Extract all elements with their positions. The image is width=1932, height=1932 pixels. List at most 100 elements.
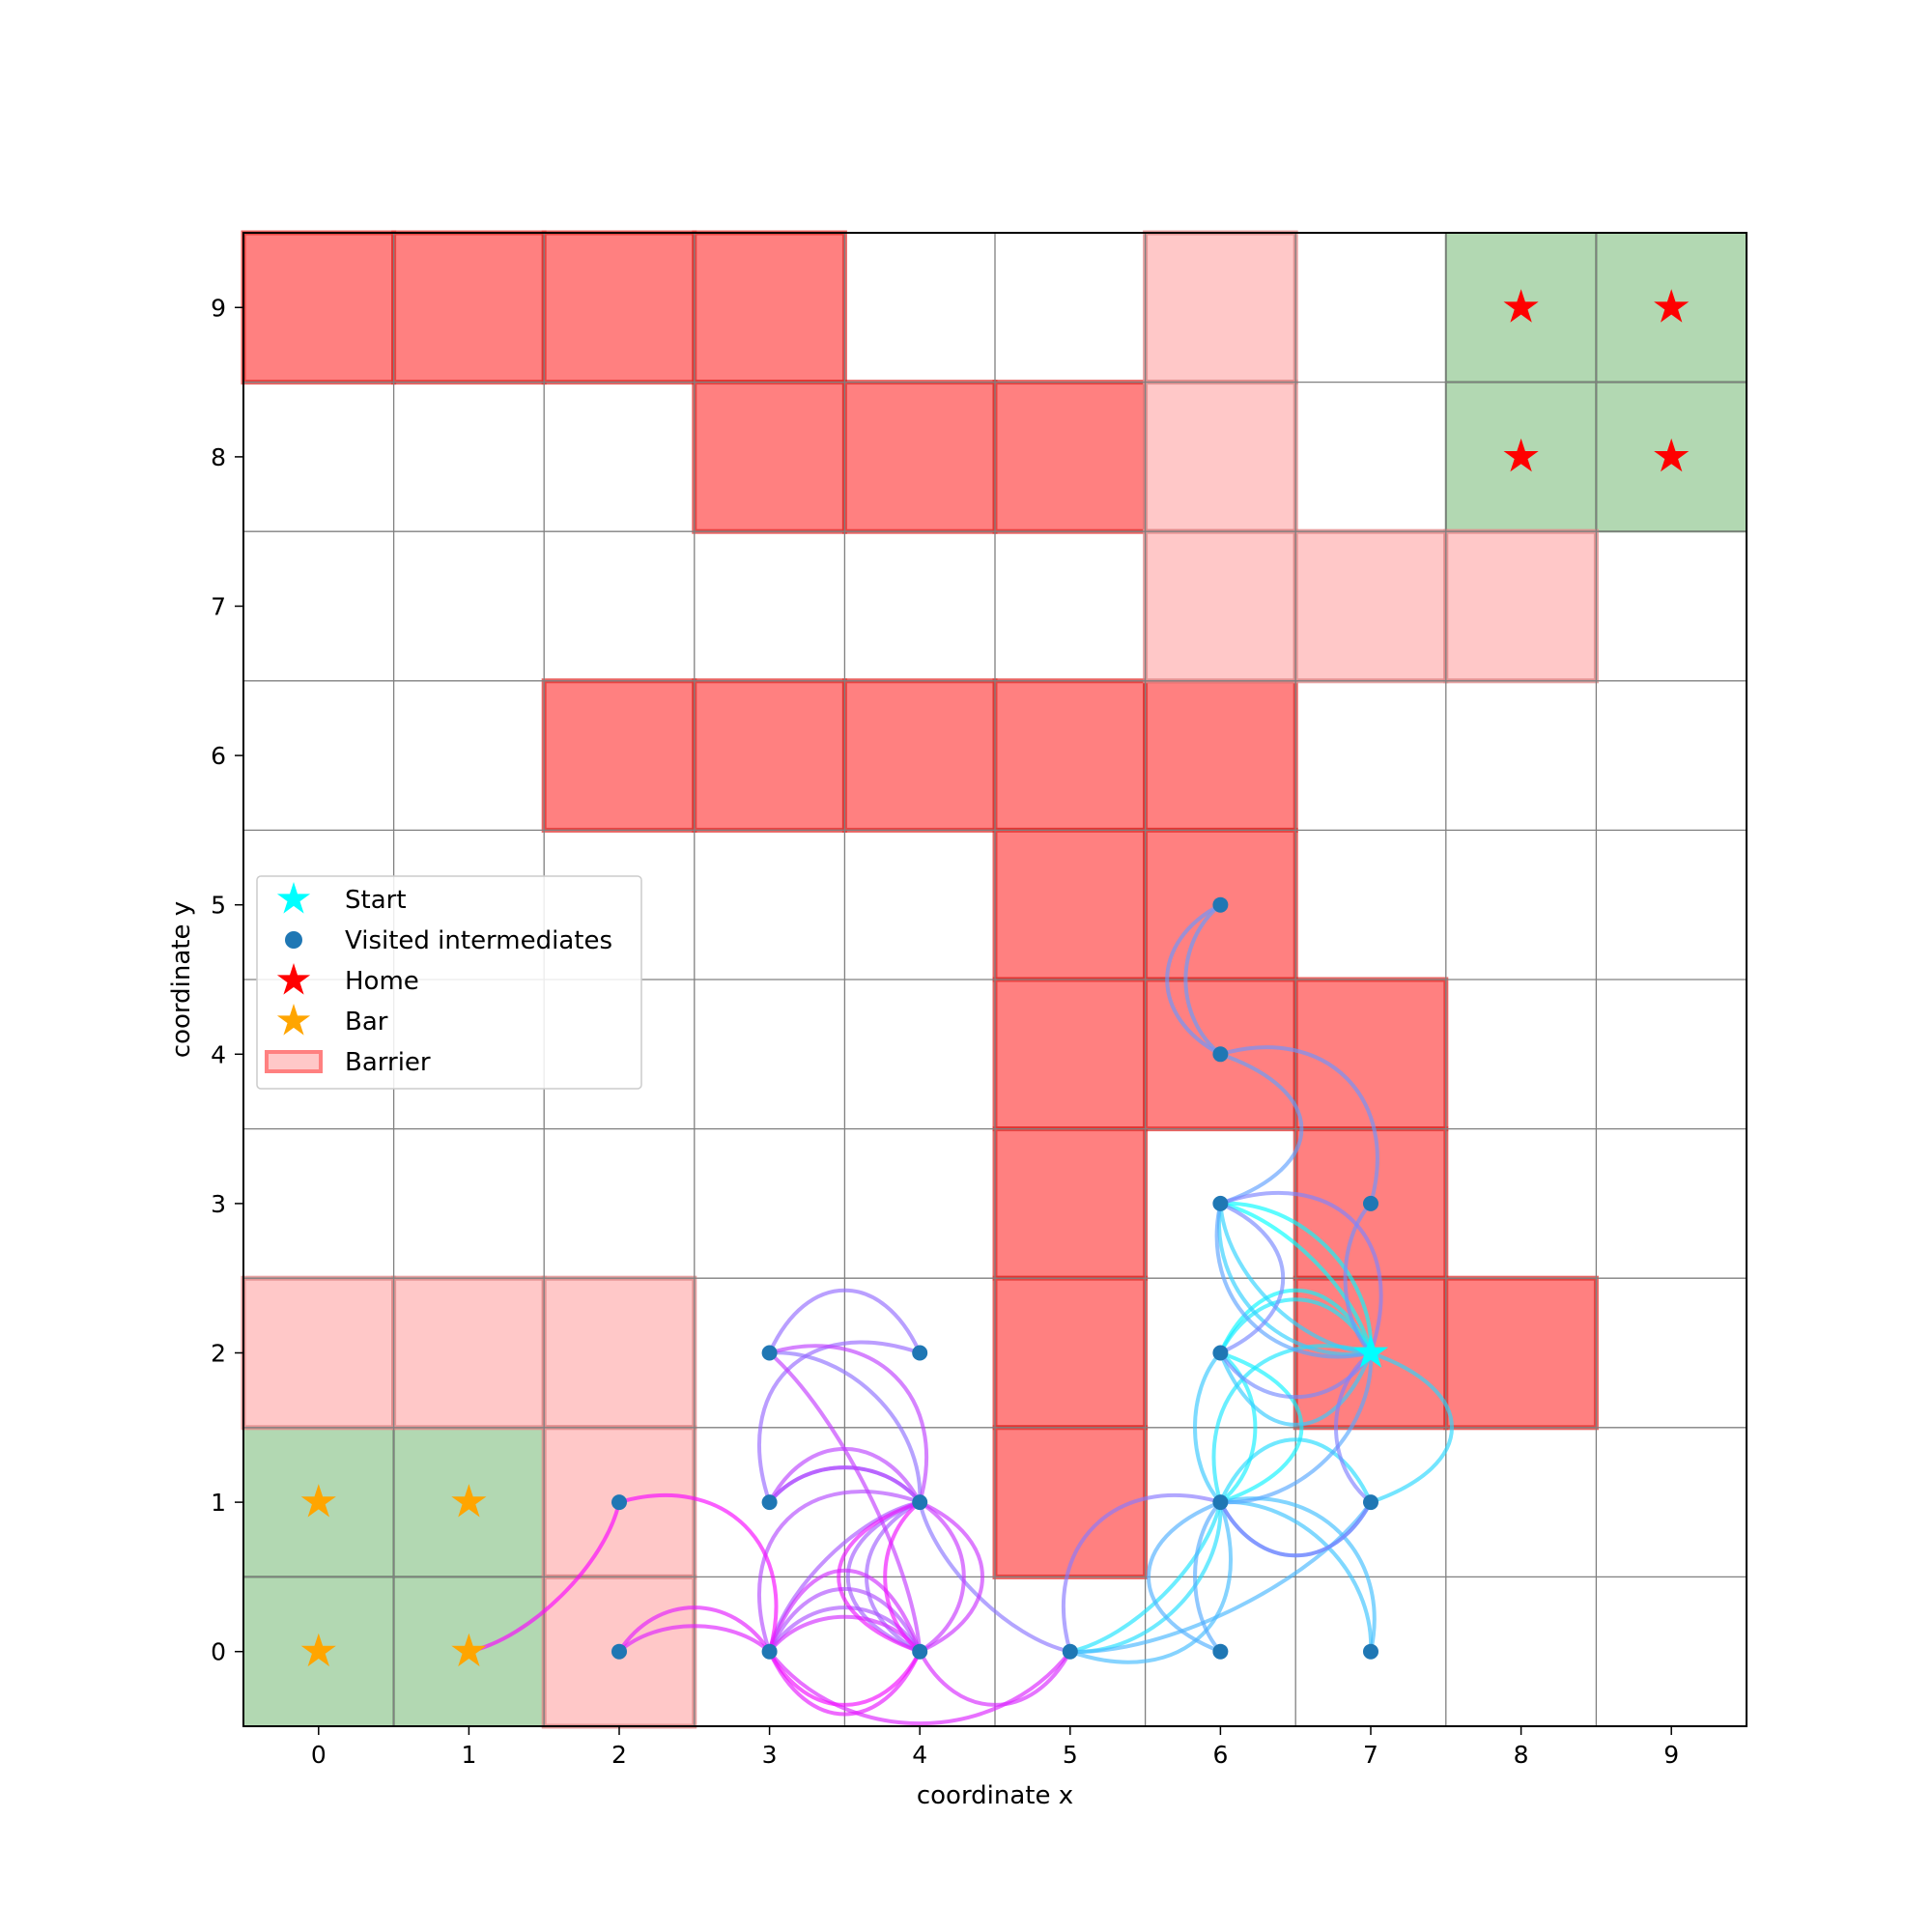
visited-point — [1212, 896, 1229, 913]
path-segment — [1193, 1500, 1223, 1654]
visited-point — [761, 1643, 778, 1660]
path-segment — [1211, 1344, 1373, 1505]
visited-point — [912, 1494, 928, 1511]
path-segment — [757, 1490, 923, 1654]
path-segment — [1218, 1350, 1374, 1505]
legend-rect-swatch — [265, 1050, 323, 1073]
path-segment — [1147, 1500, 1223, 1654]
x-tick-label: 9 — [1663, 1741, 1679, 1769]
x-tick-label: 8 — [1514, 1741, 1529, 1769]
path-segment — [617, 1624, 772, 1654]
barrier-cell — [1143, 380, 1298, 534]
path-segment — [1334, 1350, 1373, 1505]
path-segment — [1218, 1500, 1373, 1558]
barrier-cell — [992, 1275, 1149, 1431]
path-segment — [837, 1500, 923, 1654]
legend-label: Barrier — [345, 1048, 431, 1077]
barrier-cell — [1143, 678, 1298, 833]
path-segment — [1165, 902, 1223, 1057]
layer-path — [467, 902, 1454, 1725]
y-tick-label: 4 — [211, 1040, 226, 1068]
path-segment — [1218, 1052, 1304, 1206]
legend-label: Bar — [345, 1008, 388, 1037]
x-tick-label: 1 — [461, 1741, 476, 1769]
barrier-cell — [992, 827, 1149, 982]
barrier-cell — [541, 1275, 697, 1431]
visited-point — [1212, 1643, 1229, 1660]
barrier-cell — [241, 230, 397, 385]
x-tick-label: 5 — [1063, 1741, 1078, 1769]
layer-markers — [300, 289, 1690, 1667]
x-tick-label: 0 — [311, 1741, 327, 1769]
path-segment — [1218, 1350, 1304, 1505]
legend-star-swatch — [276, 882, 311, 914]
visited-point — [1212, 1494, 1229, 1511]
path-segment — [1214, 1201, 1373, 1359]
barrier-cell — [1443, 1275, 1599, 1431]
y-axis-label: coordinate y — [167, 901, 196, 1058]
path-segment — [1183, 902, 1223, 1057]
barrier-cell — [391, 230, 547, 385]
path-segment — [1061, 1492, 1223, 1654]
path-segment — [767, 1649, 1072, 1725]
y-tick-label: 3 — [211, 1190, 226, 1218]
path-segment — [883, 1500, 923, 1654]
legend-label: Visited intermediates — [345, 926, 612, 955]
path-segment — [845, 1500, 923, 1654]
barrier-cell — [391, 1275, 547, 1431]
y-tick-label: 0 — [211, 1638, 226, 1666]
path-segment — [617, 1492, 779, 1654]
path-segment — [1217, 1201, 1373, 1356]
path-segment — [767, 1568, 923, 1654]
bar-star-marker — [451, 1633, 487, 1667]
path-segment — [1218, 1350, 1373, 1427]
barrier-cell — [992, 380, 1149, 534]
y-tick-label: 6 — [211, 742, 226, 770]
path-segment — [918, 1649, 1072, 1707]
visited-point — [1363, 1195, 1378, 1211]
y-tick-label: 7 — [211, 593, 226, 621]
path-segment — [1193, 1350, 1223, 1505]
plot-frame — [242, 232, 1747, 1727]
y-tick-label: 1 — [211, 1489, 226, 1517]
visited-point — [761, 1345, 778, 1361]
path-segment — [1369, 1350, 1454, 1505]
visited-point — [912, 1345, 928, 1361]
bar-star-marker — [451, 1484, 487, 1518]
legend-circle-swatch — [285, 931, 302, 949]
visited-point — [912, 1643, 928, 1660]
home-star-marker — [1654, 289, 1690, 323]
barrier-cell — [1143, 230, 1298, 385]
y-tick-label: 8 — [211, 443, 226, 471]
barrier-cell — [1443, 528, 1599, 684]
barrier-cell — [841, 380, 998, 534]
legend-box — [256, 875, 642, 1090]
y-tick-label: 9 — [211, 294, 226, 322]
legend: Start Visited intermediates Home Bar Barrier — [256, 875, 642, 1090]
barrier-cell — [1143, 528, 1298, 684]
path-segment — [1218, 1201, 1285, 1355]
barrier-cell — [692, 230, 847, 385]
path-segment — [767, 1350, 923, 1505]
visited-point — [1062, 1643, 1078, 1660]
visited-point — [611, 1643, 627, 1660]
barrier-cell — [692, 380, 847, 534]
path-segment — [1218, 1350, 1258, 1505]
path-segment — [767, 1465, 923, 1505]
visited-point — [611, 1494, 627, 1511]
path-segment — [918, 1500, 966, 1654]
path-segment — [1218, 1437, 1373, 1505]
path-segment — [1067, 1500, 1223, 1654]
path-segment — [767, 1344, 929, 1505]
home-star-marker — [1654, 438, 1690, 472]
barrier-cell — [1293, 977, 1449, 1132]
path-segment — [767, 1587, 923, 1654]
path-segment — [918, 1500, 1072, 1654]
visited-point — [1212, 1195, 1229, 1211]
layer-ticks: 0 1 2 3 4 5 6 7 8 9 0 1 2 3 4 5 6 7 8 9 — [211, 294, 1679, 1769]
home-star-marker — [1503, 438, 1539, 472]
x-tick-label: 2 — [611, 1741, 627, 1769]
x-tick-label: 7 — [1363, 1741, 1378, 1769]
y-tick-label: 2 — [211, 1340, 226, 1368]
